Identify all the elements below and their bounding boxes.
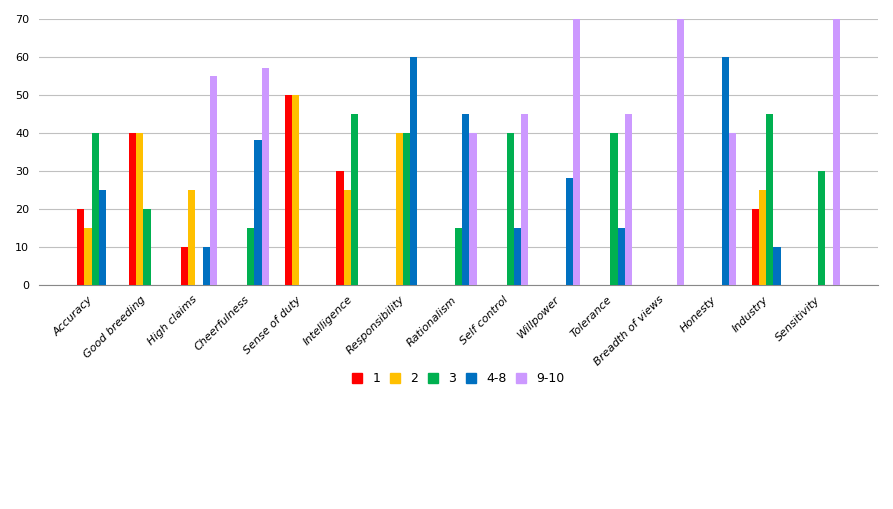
Bar (818, 171, 825, 285)
Bar (99, 190, 106, 285)
Bar (129, 133, 136, 285)
Bar (203, 247, 210, 285)
Bar (188, 190, 196, 285)
Bar (180, 247, 188, 285)
Bar (77, 209, 84, 285)
Bar (84, 228, 91, 285)
Bar (470, 133, 477, 285)
Bar (611, 133, 618, 285)
Bar (462, 114, 470, 285)
Bar (522, 114, 529, 285)
Bar (396, 133, 403, 285)
Legend: 1, 2, 3, 4-8, 9-10: 1, 2, 3, 4-8, 9-10 (347, 367, 570, 390)
Bar (337, 171, 344, 285)
Bar (255, 140, 262, 285)
Bar (625, 114, 632, 285)
Bar (566, 179, 573, 285)
Bar (285, 95, 292, 285)
Bar (722, 57, 729, 285)
Bar (144, 209, 151, 285)
Bar (832, 19, 839, 285)
Bar (677, 19, 684, 285)
Bar (91, 133, 99, 285)
Bar (455, 228, 462, 285)
Bar (759, 190, 766, 285)
Bar (506, 133, 514, 285)
Bar (262, 68, 269, 285)
Bar (403, 133, 410, 285)
Bar (210, 76, 217, 285)
Bar (292, 95, 299, 285)
Bar (752, 209, 759, 285)
Bar (618, 228, 625, 285)
Bar (136, 133, 144, 285)
Bar (729, 133, 736, 285)
Bar (773, 247, 780, 285)
Bar (344, 190, 351, 285)
Bar (247, 228, 255, 285)
Bar (573, 19, 580, 285)
Bar (351, 114, 358, 285)
Bar (514, 228, 522, 285)
Bar (410, 57, 417, 285)
Bar (766, 114, 773, 285)
